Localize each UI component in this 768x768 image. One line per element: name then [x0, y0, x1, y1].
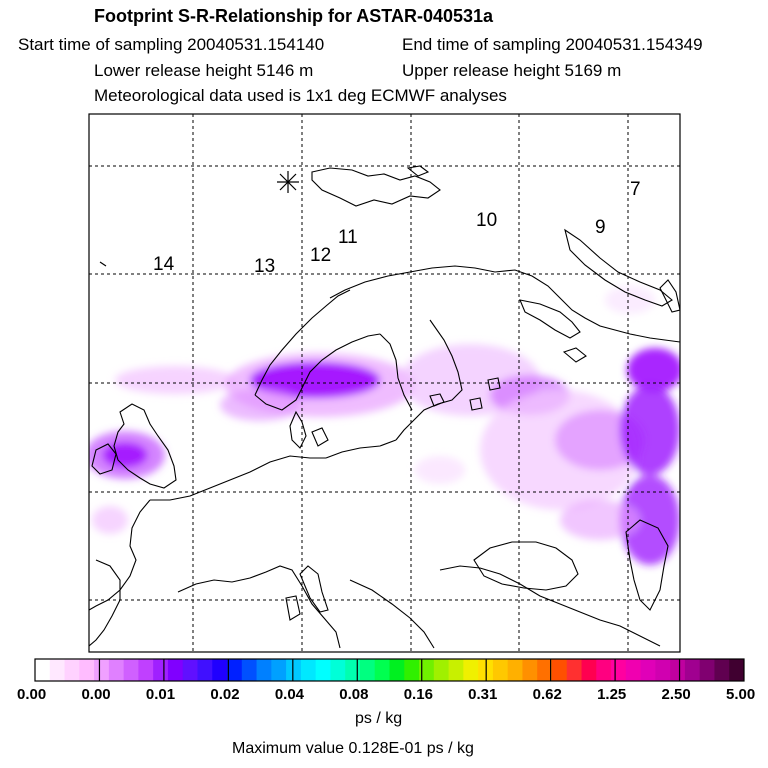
colorbar-cell — [448, 659, 464, 681]
colorbar-cell — [138, 659, 154, 681]
met-data-label: Meteorological data used is 1x1 deg ECMW… — [94, 86, 507, 105]
colorbar-cell — [419, 659, 435, 681]
colorbar-cell — [611, 659, 627, 681]
end-time-label: End time of sampling 20040531.154349 — [402, 35, 703, 54]
colorbar-cell — [551, 659, 568, 681]
colorbar-cell — [581, 659, 597, 681]
receptor-star-icon — [277, 171, 299, 193]
colorbar-cell — [286, 659, 302, 681]
colorbar-tick-label: 0.00 — [81, 686, 111, 703]
colorbar-cell — [433, 659, 450, 681]
colorbar-unit: ps / kg — [355, 710, 403, 727]
colorbar-tick-label: 0.04 — [274, 686, 305, 703]
colorbar-cell — [507, 659, 523, 681]
colorbar-cell — [79, 659, 95, 681]
start-time-label: Start time of sampling 20040531.154140 — [18, 35, 325, 54]
colorbar-tick-label: 2.50 — [661, 686, 691, 703]
colorbar-cell — [315, 659, 331, 681]
track-label-7: 7 — [630, 179, 641, 200]
colorbar — [35, 659, 745, 681]
colorbar-cell — [256, 659, 272, 681]
colorbar-cell — [729, 659, 745, 681]
colorbar-cell — [300, 659, 317, 681]
colorbar-tick-label: 5.00 — [726, 686, 756, 703]
colorbar-tick-label: 0.08 — [339, 686, 369, 703]
map-frame — [88, 113, 681, 653]
colorbar-cell — [463, 659, 479, 681]
colorbar-cell — [374, 659, 390, 681]
colorbar-cell — [330, 659, 346, 681]
colorbar-tick-label: 1.25 — [597, 686, 627, 703]
colorbar-cell — [625, 659, 642, 681]
colorbar-cell — [684, 659, 701, 681]
colorbar-cell — [241, 659, 258, 681]
colorbar-tick-label: 0.31 — [468, 686, 498, 703]
map-gridlines — [89, 114, 680, 652]
colorbar-cell — [714, 659, 730, 681]
colorbar-cell — [153, 659, 169, 681]
colorbar-cell — [271, 659, 287, 681]
colorbar-cell — [655, 659, 671, 681]
colorbar-tick-label: 0.16 — [403, 686, 433, 703]
colorbar-tick-label: 0.00 — [17, 686, 47, 703]
track-label-13: 13 — [254, 256, 275, 277]
colorbar-cell — [123, 659, 139, 681]
colorbar-tick-label: 0.01 — [145, 686, 176, 703]
footprint-plume — [89, 286, 680, 565]
upper-height-label: Upper release height 5169 m — [402, 61, 622, 80]
colorbar-cell — [566, 659, 583, 681]
colorbar-tick-label: 0.62 — [532, 686, 562, 703]
colorbar-cell — [537, 659, 553, 681]
maximum-value-label: Maximum value 0.128E-01 ps / kg — [232, 740, 474, 757]
colorbar-cell — [359, 659, 376, 681]
colorbar-cell — [167, 659, 184, 681]
colorbar-cell — [404, 659, 420, 681]
track-label-11: 11 — [338, 227, 358, 248]
lower-height-label: Lower release height 5146 m — [94, 61, 314, 80]
colorbar-cell — [670, 659, 686, 681]
colorbar-cell — [35, 659, 51, 681]
track-label-14: 14 — [153, 254, 175, 275]
colorbar-cell — [227, 659, 243, 681]
colorbar-cell — [182, 659, 198, 681]
colorbar-cell — [492, 659, 509, 681]
colorbar-cell — [596, 659, 612, 681]
colorbar-cell — [64, 659, 80, 681]
colorbar-cell — [212, 659, 228, 681]
colorbar-frame — [34, 658, 745, 682]
colorbar-cell — [108, 659, 125, 681]
colorbar-tick-label: 0.02 — [210, 686, 240, 703]
chart-title: Footprint S-R-Relationship for ASTAR-040… — [94, 6, 494, 26]
track-label-12: 12 — [310, 245, 331, 266]
track-label-9: 9 — [595, 217, 606, 238]
colorbar-cell — [522, 659, 538, 681]
colorbar-cell — [345, 659, 361, 681]
colorbar-cell — [389, 659, 405, 681]
colorbar-cell — [94, 659, 110, 681]
track-label-10: 10 — [476, 210, 497, 231]
colorbar-cell — [49, 659, 66, 681]
colorbar-cell — [640, 659, 656, 681]
colorbar-cell — [197, 659, 213, 681]
colorbar-cell — [699, 659, 715, 681]
